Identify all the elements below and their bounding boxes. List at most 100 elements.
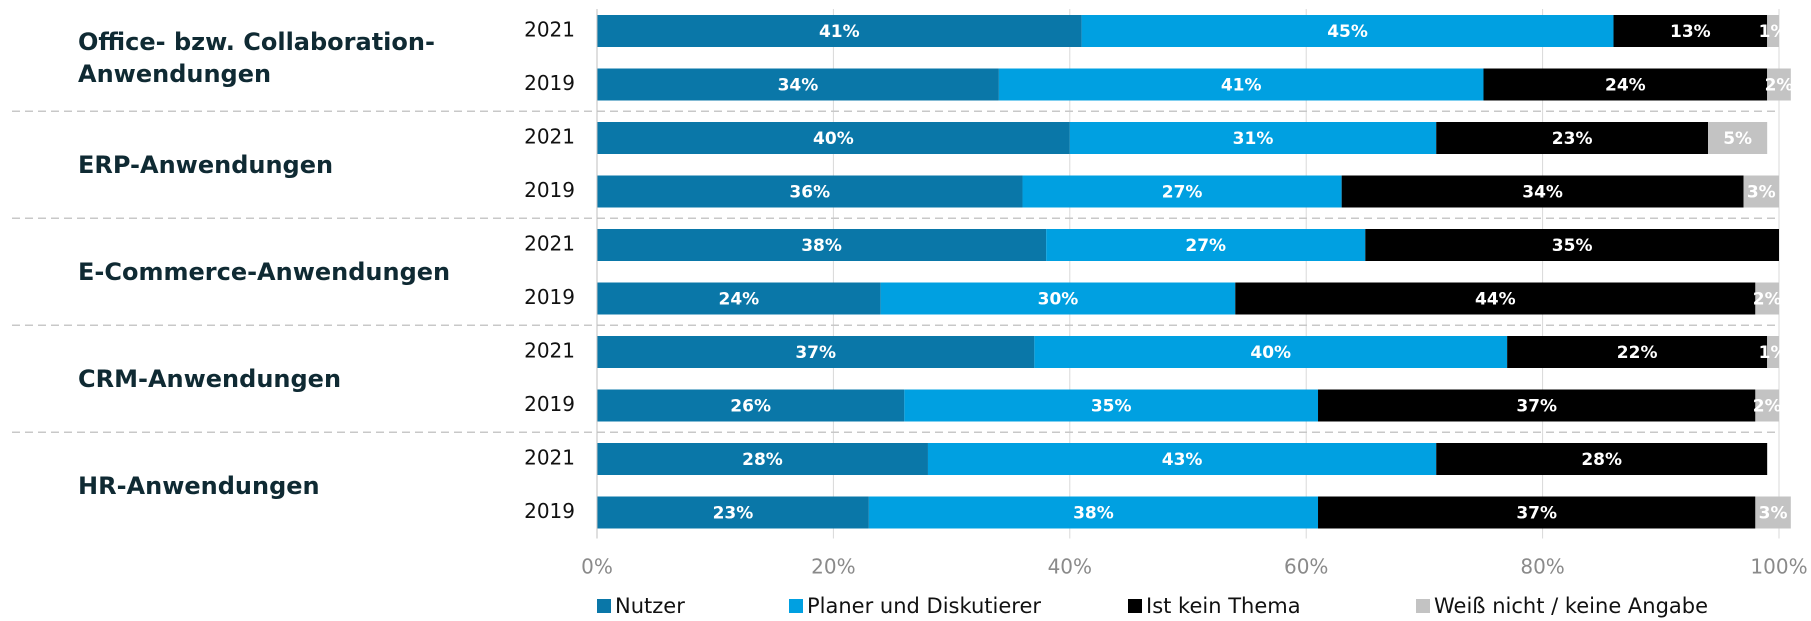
y-tick-label: 2019 xyxy=(524,499,575,523)
data-label: 3% xyxy=(1747,183,1776,203)
bar-segment xyxy=(1755,496,1791,529)
y-tick-label: 2021 xyxy=(524,339,575,363)
bar-segment xyxy=(1436,443,1768,475)
data-label: 13% xyxy=(1670,22,1711,42)
data-label: 40% xyxy=(1250,343,1291,363)
legend-swatch xyxy=(597,599,611,613)
bar-segment xyxy=(1365,229,1779,261)
legend-swatch xyxy=(789,599,803,613)
legend-label: Ist kein Thema xyxy=(1146,594,1301,618)
bar-segment xyxy=(597,122,1070,154)
data-label: 30% xyxy=(1038,290,1079,310)
y-tick-label: 2019 xyxy=(524,392,575,416)
data-label: 40% xyxy=(813,129,854,149)
data-label: 37% xyxy=(1516,397,1557,417)
bar-segment xyxy=(1081,15,1614,47)
data-label: 31% xyxy=(1233,129,1274,149)
data-label: 41% xyxy=(1221,76,1262,96)
y-tick-label: 2021 xyxy=(524,125,575,149)
x-tick-label: 80% xyxy=(1520,555,1564,579)
data-label: 35% xyxy=(1552,236,1593,256)
legend-label: Weiß nicht / keine Angabe xyxy=(1434,594,1708,618)
group-label: HR-Anwendungen xyxy=(78,471,320,500)
group-label: E-Commerce-Anwendungen xyxy=(78,257,451,286)
data-label: 28% xyxy=(1581,450,1622,470)
x-tick-label: 60% xyxy=(1284,555,1328,579)
bar-segment xyxy=(597,443,928,475)
y-tick-label: 2019 xyxy=(524,71,575,95)
group-label: ERP-Anwendungen xyxy=(78,150,334,179)
bar-segment xyxy=(1235,282,1756,315)
group-label: Office- bzw. Collaboration-Anwendungen xyxy=(78,27,435,88)
bar-segment xyxy=(1767,68,1791,101)
data-label: 2% xyxy=(1765,76,1794,96)
y-tick-label: 2021 xyxy=(524,232,575,256)
data-label: 1% xyxy=(1759,22,1788,42)
data-label: 2% xyxy=(1753,290,1782,310)
data-label: 27% xyxy=(1185,236,1226,256)
data-label: 36% xyxy=(789,183,830,203)
bar-segment xyxy=(1022,175,1342,208)
data-label: 28% xyxy=(742,450,783,470)
x-tick-label: 0% xyxy=(581,555,613,579)
data-label: 24% xyxy=(718,290,759,310)
bar-segment xyxy=(1046,229,1366,261)
legend-swatch xyxy=(1416,599,1430,613)
bar-segment xyxy=(597,496,869,529)
data-label: 45% xyxy=(1327,22,1368,42)
bar-segment xyxy=(597,229,1047,261)
bar-segment xyxy=(1436,122,1709,154)
bar-segment xyxy=(1069,122,1437,154)
data-label: 37% xyxy=(795,343,836,363)
group-label: CRM-Anwendungen xyxy=(78,364,342,393)
bar-segment xyxy=(597,175,1023,208)
bar-segment xyxy=(904,389,1319,422)
bar-segment xyxy=(597,389,905,422)
legend-swatch xyxy=(1128,599,1142,613)
bar-segment xyxy=(1318,389,1756,422)
data-label: 5% xyxy=(1723,129,1752,149)
data-label: 38% xyxy=(1073,504,1114,524)
bar-segment xyxy=(1767,336,1779,368)
bar-segment xyxy=(597,282,881,315)
bar-segment xyxy=(880,282,1236,315)
bar-segment xyxy=(1341,175,1744,208)
data-label: 34% xyxy=(1522,183,1563,203)
data-label: 1% xyxy=(1759,343,1788,363)
data-label: 22% xyxy=(1617,343,1658,363)
bar-segment xyxy=(1318,496,1756,529)
bar-segment xyxy=(868,496,1319,529)
x-tick-label: 40% xyxy=(1048,555,1092,579)
data-label: 38% xyxy=(801,236,842,256)
data-label: 24% xyxy=(1605,76,1646,96)
bar-segment xyxy=(1613,15,1768,47)
bar-segment xyxy=(998,68,1484,101)
bar-segment xyxy=(597,336,1035,368)
bar-segment xyxy=(597,68,999,101)
x-tick-label: 100% xyxy=(1750,555,1807,579)
data-label: 44% xyxy=(1475,290,1516,310)
bar-segment xyxy=(1755,282,1779,315)
legend-label: Planer und Diskutierer xyxy=(807,594,1041,618)
y-tick-label: 2021 xyxy=(524,18,575,42)
y-tick-label: 2021 xyxy=(524,446,575,470)
data-label: 43% xyxy=(1162,450,1203,470)
bar-segment xyxy=(1755,389,1779,422)
bar-segment xyxy=(1743,175,1779,208)
data-label: 2% xyxy=(1753,397,1782,417)
y-tick-label: 2019 xyxy=(524,178,575,202)
data-label: 26% xyxy=(730,397,771,417)
bar-segment xyxy=(1767,15,1779,47)
legend-label: Nutzer xyxy=(615,594,685,618)
bar-segment xyxy=(1483,68,1768,101)
bar-segment xyxy=(1034,336,1508,368)
bar-segment xyxy=(1507,336,1768,368)
bar-segment xyxy=(1708,122,1768,154)
data-label: 37% xyxy=(1516,504,1557,524)
data-label: 23% xyxy=(713,504,754,524)
bar-segment xyxy=(597,15,1082,47)
data-label: 3% xyxy=(1759,504,1788,524)
bar-segment xyxy=(927,443,1437,475)
